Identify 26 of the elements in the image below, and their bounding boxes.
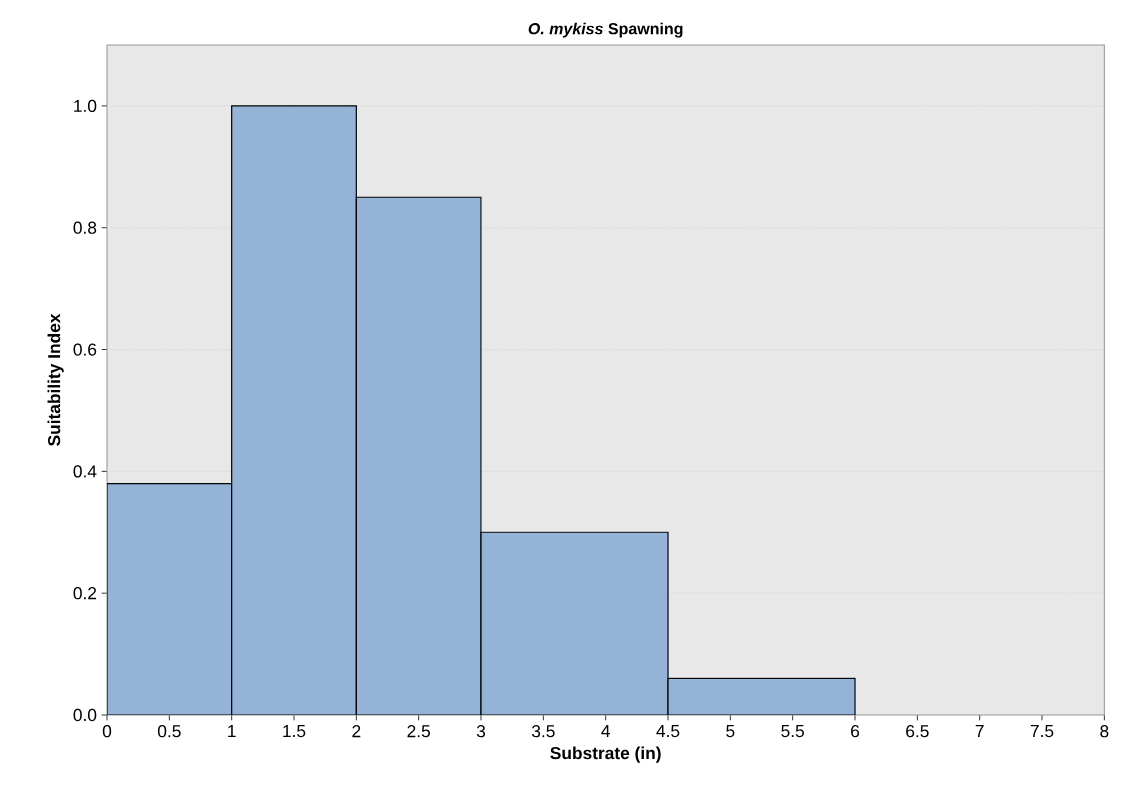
x-tick-label: 3 [476, 725, 486, 738]
x-tick-label: 5 [726, 725, 735, 738]
x-tick-label: 4 [601, 725, 610, 737]
x-axis-title: Substrate (in) [550, 746, 661, 763]
x-tick-label: 6.5 [906, 725, 929, 738]
y-tick-label: 0.4 [73, 465, 97, 478]
x-tick-label: 7.5 [1030, 725, 1054, 738]
x-tick-label: 0 [102, 725, 112, 738]
x-tick-label: 1.5 [283, 725, 306, 738]
y-tick-label: 0.6 [73, 343, 97, 356]
y-axis-title: Suitability Index [47, 313, 64, 446]
x-tick-label: 5.5 [781, 725, 804, 738]
x-tick-label: 4.5 [656, 725, 680, 738]
x-tick-label: 8 [1100, 725, 1109, 738]
x-tick-label: 7 [975, 725, 984, 737]
x-tick-label: 2.5 [407, 725, 430, 738]
x-tick-label: 0.5 [157, 725, 181, 738]
chart-title: O. mykiss Spawning [528, 22, 683, 38]
y-tick-label: 1.0 [74, 99, 97, 113]
y-tick-label: 0.8 [73, 221, 97, 234]
x-tick-label: 3.5 [531, 725, 555, 738]
x-tick-label: 1 [228, 725, 236, 737]
x-tick-label: 6 [851, 725, 860, 738]
y-tick-label: 0.2 [73, 587, 97, 600]
x-tick-label: 2 [352, 725, 361, 738]
y-tick-label: 0.0 [73, 708, 97, 722]
